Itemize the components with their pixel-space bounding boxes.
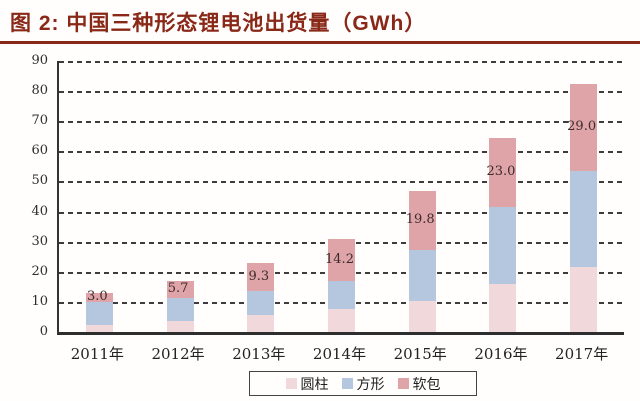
bar-2016-segment-cylindrical xyxy=(489,283,517,332)
bar-2012-segment-pouch xyxy=(166,280,194,298)
y-tick-label-80: 80 xyxy=(31,83,48,99)
data-label-2013: 9.3 xyxy=(248,269,270,285)
legend-label-pouch: 软包 xyxy=(412,376,441,393)
bar-2017-segment-prismatic xyxy=(570,170,598,268)
bar-2016-segment-pouch xyxy=(489,137,517,208)
data-label-2017: 29.0 xyxy=(567,119,597,135)
bar-2017-segment-cylindrical xyxy=(570,267,598,332)
legend: 圆柱 方形 软包 xyxy=(249,371,477,396)
legend-label-prismatic: 方形 xyxy=(356,376,385,393)
y-tick-label-90: 90 xyxy=(31,53,48,68)
bar-2016-segment-prismatic xyxy=(489,207,517,284)
bar-2013-segment-pouch xyxy=(247,263,275,292)
gridline-y-80 xyxy=(59,91,624,94)
y-tick-label-10: 10 xyxy=(31,293,48,309)
bar-2015-segment-cylindrical xyxy=(408,301,436,332)
gridline-y-90 xyxy=(59,61,624,63)
gridline-y-40 xyxy=(59,211,624,214)
data-label-2011: 3.0 xyxy=(87,289,108,305)
x-tick-label-2015: 2015年 xyxy=(393,345,447,363)
data-label-2015: 19.8 xyxy=(405,212,435,228)
legend-item-prismatic: 方形 xyxy=(341,374,385,394)
data-label-2016: 23.0 xyxy=(486,164,516,180)
y-tick-label-40: 40 xyxy=(31,203,48,219)
figure-title: 图 2: 中国三种形态锂电池出货量（GWh） xyxy=(10,12,427,35)
bar-2011-segment-prismatic xyxy=(85,301,113,326)
x-tick-label-2016: 2016年 xyxy=(474,345,528,363)
y-tick-label-30: 30 xyxy=(31,233,48,249)
y-tick-label-0: 0 xyxy=(39,324,48,339)
data-label-2012: 5.7 xyxy=(167,281,189,297)
data-label-2014: 14.2 xyxy=(325,252,354,268)
legend-swatch-cylindrical xyxy=(285,378,297,389)
y-tick-label-70: 70 xyxy=(31,113,48,129)
legend-item-pouch: 软包 xyxy=(397,374,441,394)
bar-2017-segment-pouch xyxy=(570,83,598,171)
x-tick-label-2012: 2012年 xyxy=(151,345,205,363)
bar-2011-segment-pouch xyxy=(85,292,113,302)
legend-swatch-prismatic xyxy=(341,378,353,389)
y-tick-label-60: 60 xyxy=(31,143,48,159)
bar-2015-segment-prismatic xyxy=(408,250,436,302)
x-tick-label-2011: 2011年 xyxy=(70,345,124,363)
gridline-y-50 xyxy=(59,181,624,184)
x-tick-label-2014: 2014年 xyxy=(312,345,367,363)
legend-swatch-pouch xyxy=(397,378,409,389)
x-tick-label-2013: 2013年 xyxy=(232,345,286,363)
y-tick-label-50: 50 xyxy=(31,173,48,189)
legend-item-cylindrical: 圆柱 xyxy=(285,374,329,394)
bar-2014-segment-cylindrical xyxy=(328,309,355,332)
y-tick-label-20: 20 xyxy=(31,263,48,279)
bar-2013-segment-cylindrical xyxy=(247,314,275,332)
bar-2012-segment-prismatic xyxy=(166,297,194,321)
bar-2015-segment-pouch xyxy=(408,190,436,251)
bar-2012-segment-cylindrical xyxy=(166,320,194,332)
bar-2011-segment-cylindrical xyxy=(85,325,113,332)
gridline-y-60 xyxy=(59,151,624,154)
x-tick-label-2017: 2017年 xyxy=(555,345,609,363)
bar-2013-segment-prismatic xyxy=(247,291,275,315)
plot-area xyxy=(57,61,624,335)
bar-2014-segment-prismatic xyxy=(328,281,355,310)
gridline-y-70 xyxy=(59,121,624,124)
bar-2014-segment-pouch xyxy=(328,238,355,282)
legend-label-cylindrical: 圆柱 xyxy=(300,376,329,393)
title-underline xyxy=(0,41,640,44)
